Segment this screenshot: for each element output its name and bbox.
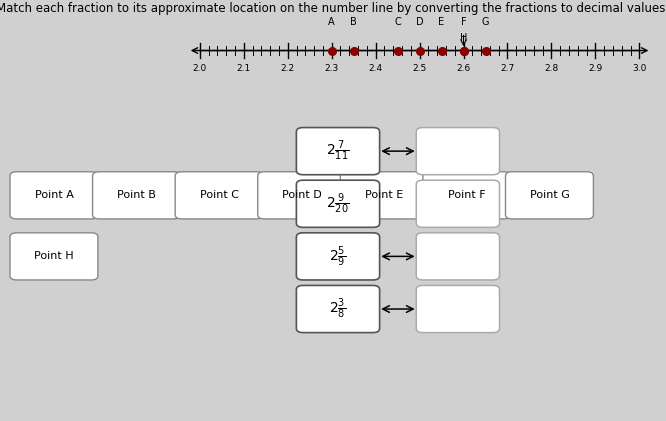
Text: Match each fraction to its approximate location on the number line by converting: Match each fraction to its approximate l… — [0, 2, 666, 15]
Text: 2.4: 2.4 — [368, 64, 383, 73]
Text: Point C: Point C — [200, 190, 238, 200]
Text: Point G: Point G — [529, 190, 569, 200]
FancyBboxPatch shape — [340, 172, 428, 219]
Text: 2.8: 2.8 — [544, 64, 559, 73]
Text: D: D — [416, 17, 424, 27]
Text: Point B: Point B — [117, 190, 156, 200]
Text: $2\frac{7}{11}$: $2\frac{7}{11}$ — [326, 139, 350, 163]
FancyBboxPatch shape — [416, 180, 500, 227]
FancyBboxPatch shape — [258, 172, 346, 219]
FancyBboxPatch shape — [10, 172, 98, 219]
Text: H: H — [460, 33, 468, 43]
FancyBboxPatch shape — [175, 172, 263, 219]
Text: E: E — [438, 17, 445, 27]
Text: 3.0: 3.0 — [632, 64, 647, 73]
FancyBboxPatch shape — [296, 285, 380, 333]
Text: Point F: Point F — [448, 190, 486, 200]
Text: F: F — [461, 17, 466, 27]
Text: G: G — [482, 17, 490, 27]
FancyBboxPatch shape — [93, 172, 180, 219]
FancyBboxPatch shape — [296, 180, 380, 227]
Text: Point D: Point D — [282, 190, 322, 200]
Text: $2\frac{5}{9}$: $2\frac{5}{9}$ — [330, 244, 346, 269]
FancyBboxPatch shape — [296, 128, 380, 175]
Text: 2.3: 2.3 — [324, 64, 339, 73]
Text: $2\frac{3}{8}$: $2\frac{3}{8}$ — [330, 297, 346, 321]
Text: A: A — [328, 17, 335, 27]
Text: 2.7: 2.7 — [500, 64, 515, 73]
Text: Point E: Point E — [365, 190, 404, 200]
FancyBboxPatch shape — [416, 128, 500, 175]
Text: Point A: Point A — [35, 190, 73, 200]
Text: 2.2: 2.2 — [280, 64, 295, 73]
Text: 2.0: 2.0 — [192, 64, 207, 73]
Text: B: B — [350, 17, 357, 27]
Text: 2.6: 2.6 — [456, 64, 471, 73]
FancyBboxPatch shape — [416, 285, 500, 333]
Text: C: C — [394, 17, 401, 27]
FancyBboxPatch shape — [296, 233, 380, 280]
FancyBboxPatch shape — [416, 233, 500, 280]
Text: $2\frac{9}{20}$: $2\frac{9}{20}$ — [326, 192, 350, 216]
Text: 2.5: 2.5 — [412, 64, 427, 73]
FancyBboxPatch shape — [505, 172, 593, 219]
Text: 2.9: 2.9 — [588, 64, 603, 73]
FancyBboxPatch shape — [10, 233, 98, 280]
Text: 2.1: 2.1 — [236, 64, 251, 73]
Text: Point H: Point H — [34, 251, 74, 261]
FancyBboxPatch shape — [423, 172, 511, 219]
